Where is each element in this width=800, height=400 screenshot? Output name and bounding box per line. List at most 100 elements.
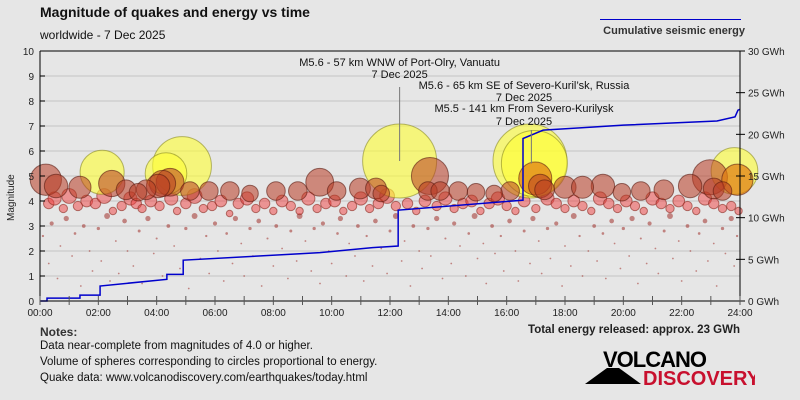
quake-point-small <box>411 224 416 228</box>
quake-point-small <box>529 262 531 265</box>
quake-point-small <box>628 255 631 257</box>
quake-point-small <box>629 215 635 222</box>
y-tick-label: 0 <box>28 297 34 308</box>
quake-point-small <box>517 280 520 282</box>
quake-point-small <box>619 267 622 270</box>
quake-point-small <box>205 234 208 238</box>
x-tick-label: 16:00 <box>494 308 519 319</box>
quake-point-small <box>88 250 91 252</box>
quake-point-medium <box>511 206 520 216</box>
quake-point-small <box>152 252 155 255</box>
quake-point-medium <box>269 206 278 216</box>
quake-point-small <box>232 215 239 222</box>
quake-point-medium <box>251 203 261 214</box>
quake-point-small <box>312 226 316 231</box>
quake-point-medium <box>390 200 401 212</box>
quake-point-small <box>429 255 432 257</box>
quake-point-medium <box>58 203 68 214</box>
quake-point-small <box>570 213 577 219</box>
y-tick-label: 8 <box>28 97 34 108</box>
quake-point-small <box>604 277 607 280</box>
annotation-date: 7 Dec 2025 <box>496 92 552 104</box>
quake-point-small <box>444 237 447 240</box>
quake-point-small <box>122 218 127 224</box>
quake-point-small <box>530 215 536 222</box>
quake-point-small <box>222 280 225 282</box>
volcanodiscovery-logo: VOLCANO DISCOVERY <box>585 348 755 388</box>
quake-point-small <box>514 250 517 252</box>
quake-point-large <box>534 179 555 201</box>
quake-point-medium <box>198 203 208 214</box>
quake-point-small <box>459 245 461 247</box>
quake-point-small <box>59 245 62 247</box>
quake-point-medium <box>734 206 743 216</box>
quake-point-small <box>561 285 563 287</box>
quake-point-small <box>243 275 246 277</box>
x-tick-label: 06:00 <box>202 308 227 319</box>
quake-point-small <box>362 280 365 282</box>
quake-point-small <box>256 218 262 224</box>
quake-point-small <box>587 250 590 252</box>
quake-point-medium <box>639 206 648 216</box>
total-energy: Total energy released: approx. 23 GWh <box>528 324 740 336</box>
quake-point-small <box>471 213 478 219</box>
y2-tick-label: 30 GWh <box>748 47 785 58</box>
x-tick-label: 02:00 <box>86 308 111 319</box>
y2-tick-label: 0 GWh <box>748 297 779 308</box>
quake-point-small <box>212 221 218 226</box>
quake-point-large <box>590 173 616 199</box>
quake-point-medium <box>108 206 118 216</box>
quake-point-small <box>348 242 351 245</box>
quake-point-medium <box>258 197 271 210</box>
annotation-date: 7 Dec 2025 <box>496 116 552 128</box>
quake-point-small <box>319 282 321 285</box>
quake-point-large <box>180 181 200 201</box>
note-spheres: Volume of spheres corresponding to circl… <box>40 356 378 368</box>
quake-point-small <box>545 226 550 231</box>
quake-point-small <box>549 257 552 260</box>
quake-point-small <box>336 232 339 235</box>
quake-point-small <box>371 265 374 267</box>
x-tick-label: 08:00 <box>261 308 286 319</box>
y-tick-label: 5 <box>28 172 34 183</box>
quake-point-small <box>502 270 505 272</box>
quake-point-small <box>100 260 103 262</box>
quake-point-small <box>266 237 269 240</box>
quake-point-small <box>295 260 298 262</box>
quake-point-small <box>274 224 279 228</box>
quake-point-small <box>485 282 488 285</box>
y-tick-label: 9 <box>28 72 34 83</box>
quake-point-small <box>392 213 399 219</box>
quake-point-small <box>733 265 736 267</box>
x-tick-label: 00:00 <box>27 308 52 319</box>
quake-point-small <box>720 226 725 231</box>
quake-point-small <box>191 213 198 219</box>
quake-point-small <box>208 272 211 275</box>
chart-title: Magnitude of quakes and energy vs time <box>40 4 310 20</box>
quake-point-small <box>621 226 625 231</box>
quake-point-small <box>161 275 164 277</box>
quake-point-small <box>639 237 642 240</box>
quake-point-small <box>73 232 77 235</box>
quake-point-small <box>248 226 252 231</box>
quake-point-medium <box>137 203 147 214</box>
quake-point-small <box>117 272 120 275</box>
quake-point-small <box>47 262 50 265</box>
quake-point-small <box>434 215 440 222</box>
quake-point-small <box>426 226 430 231</box>
quake-point-large <box>677 173 703 199</box>
volcano-icon <box>585 368 641 384</box>
quake-point-medium <box>550 197 562 210</box>
quake-point-medium <box>172 206 182 216</box>
quake-point-medium <box>401 197 414 210</box>
quake-point-medium <box>726 200 737 212</box>
y-tick-label: 10 <box>23 47 35 58</box>
quake-point-medium <box>531 203 541 214</box>
y-tick-label: 6 <box>28 147 34 158</box>
quake-point-small <box>537 240 540 242</box>
quake-point-large <box>128 182 148 202</box>
quake-point-small <box>554 221 559 226</box>
annotation-date: 7 Dec 2025 <box>371 69 427 81</box>
quake-point-small <box>231 262 234 265</box>
